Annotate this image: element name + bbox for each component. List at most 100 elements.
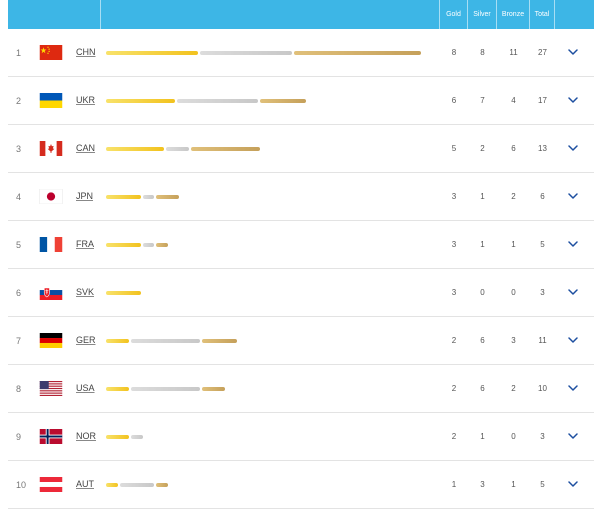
gold-count: 8 [451,48,457,57]
gold-bar [106,50,198,55]
gold-bar [106,194,141,199]
bronze-count: 2 [511,192,516,201]
bronze-count: 2 [511,384,516,393]
silver-bar [131,338,200,343]
total-count: 3 [540,288,545,297]
silver-count: 1 [480,432,485,441]
rank: 10 [16,479,27,490]
rank: 1 [16,47,22,58]
table-row[interactable]: 1 CHN 8 8 11 27 [8,29,594,77]
country-code[interactable]: CHN [76,47,96,57]
bronze-count: 6 [511,144,516,153]
flag-fra-icon [38,237,64,252]
gold-count: 2 [451,384,457,393]
expand-row-button[interactable] [568,317,578,364]
flag-jpn-icon [38,189,64,204]
medal-bars [106,98,308,103]
header-gold: Gold [440,0,468,29]
country-code[interactable]: SVK [76,287,95,297]
rank: 4 [16,191,22,202]
silver-count: 1 [480,192,485,201]
gold-bar [106,386,129,391]
silver-count: 6 [480,384,485,393]
bronze-count: 1 [511,480,516,489]
rank: 3 [16,143,22,154]
rank: 9 [16,431,22,442]
chevron-down-icon [568,145,578,151]
medal-table: Gold Silver Bronze Total 1 CHN 8 8 11 27… [8,0,594,509]
bronze-count: 3 [511,336,516,345]
table-row[interactable]: 4 JPN 3 1 2 6 [8,173,594,221]
table-row[interactable]: 9 NOR 2 1 0 3 [8,413,594,461]
total-count: 6 [540,192,545,201]
expand-row-button[interactable] [568,221,578,268]
country-code[interactable]: GER [76,335,96,345]
country-code[interactable]: FRA [76,239,94,249]
gold-count: 3 [451,192,457,201]
silver-count: 0 [480,288,485,297]
expand-row-button[interactable] [568,413,578,460]
chevron-down-icon [568,193,578,199]
chevron-down-icon [568,241,578,247]
medal-bars [106,194,181,199]
table-body: 1 CHN 8 8 11 27 2 UKR 6 7 4 17 3 CAN 5 2… [8,29,594,509]
total-count: 3 [540,432,545,441]
total-count: 27 [538,48,547,57]
silver-bar [177,98,258,103]
gold-count: 3 [451,240,457,249]
bronze-count: 0 [511,288,516,297]
table-row[interactable]: 10 AUT 1 3 1 5 [8,461,594,509]
chevron-down-icon [568,481,578,487]
expand-row-button[interactable] [568,365,578,412]
country-code[interactable]: USA [76,383,95,393]
country-code[interactable]: CAN [76,143,96,153]
rank: 2 [16,95,22,106]
country-code[interactable]: NOR [76,431,96,441]
flag-nor-icon [38,429,64,444]
bronze-bar [202,386,225,391]
expand-row-button[interactable] [568,173,578,220]
table-row[interactable]: 8 USA 2 6 2 10 [8,365,594,413]
silver-count: 8 [480,48,485,57]
table-row[interactable]: 6 SVK 3 0 0 3 [8,269,594,317]
chevron-down-icon [568,385,578,391]
expand-row-button[interactable] [568,461,578,508]
rank: 8 [16,383,22,394]
silver-count: 1 [480,240,485,249]
flag-ger-icon [38,333,64,348]
medal-bars [106,242,170,247]
table-row[interactable]: 3 CAN 5 2 6 13 [8,125,594,173]
medal-bars [106,434,145,439]
flag-ukr-icon [38,93,64,108]
total-count: 5 [540,240,545,249]
header-total: Total [530,0,555,29]
country-code[interactable]: AUT [76,479,94,489]
table-row[interactable]: 5 FRA 3 1 1 5 [8,221,594,269]
bronze-bar [156,482,168,487]
total-count: 13 [538,144,547,153]
chevron-down-icon [568,97,578,103]
silver-bar [131,386,200,391]
expand-row-button[interactable] [568,77,578,124]
silver-bar [165,146,189,151]
bronze-count: 4 [511,96,516,105]
bronze-bar [294,50,421,55]
country-code[interactable]: JPN [76,191,94,201]
gold-count: 2 [451,432,457,441]
silver-bar [119,482,154,487]
header-blank-rank-flag [8,0,101,29]
expand-row-button[interactable] [568,29,578,76]
gold-bar [106,290,141,295]
expand-row-button[interactable] [568,125,578,172]
medal-bars [106,50,423,55]
expand-row-button[interactable] [568,269,578,316]
chevron-down-icon [568,289,578,295]
total-count: 17 [538,96,547,105]
gold-bar [106,98,175,103]
country-code[interactable]: UKR [76,95,96,105]
table-row[interactable]: 7 GER 2 6 3 11 [8,317,594,365]
medal-bars [106,386,227,391]
silver-bar [142,242,154,247]
chevron-down-icon [568,433,578,439]
table-row[interactable]: 2 UKR 6 7 4 17 [8,77,594,125]
